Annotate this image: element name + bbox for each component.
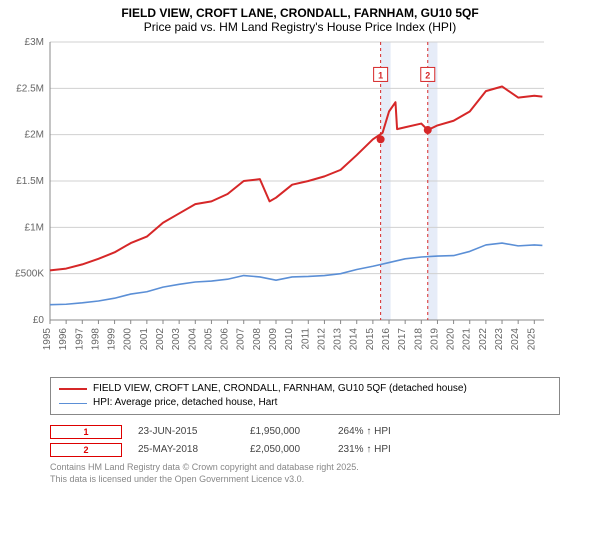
footer-note: Contains HM Land Registry data © Crown c… — [50, 461, 560, 485]
svg-text:2008: 2008 — [252, 328, 263, 351]
legend-row: HPI: Average price, detached house, Hart — [59, 396, 551, 410]
footer-line-1: Contains HM Land Registry data © Crown c… — [50, 461, 560, 473]
sale-row: 2 25-MAY-2018 £2,050,000 231% ↑ HPI — [50, 441, 560, 459]
svg-text:2000: 2000 — [123, 328, 134, 351]
svg-text:£1.5M: £1.5M — [16, 176, 44, 187]
svg-text:2013: 2013 — [333, 328, 344, 351]
svg-text:2024: 2024 — [510, 328, 521, 351]
svg-text:2: 2 — [425, 70, 430, 80]
chart-title-block: FIELD VIEW, CROFT LANE, CRONDALL, FARNHA… — [0, 0, 600, 36]
legend-label: HPI: Average price, detached house, Hart — [93, 396, 277, 410]
sale-marker: 1 — [50, 425, 122, 439]
sale-pct: 264% ↑ HPI — [338, 423, 428, 441]
svg-text:£500K: £500K — [15, 269, 44, 280]
line-chart-svg: £0 £500K £1M £1.5M £2M £2.5M £3M 1995 1996 1997 19… — [0, 36, 560, 366]
svg-text:2002: 2002 — [155, 328, 166, 351]
svg-text:2001: 2001 — [139, 328, 150, 351]
svg-text:1997: 1997 — [74, 328, 85, 351]
svg-text:1995: 1995 — [42, 328, 53, 351]
svg-text:2003: 2003 — [171, 328, 182, 351]
sale-price: £2,050,000 — [250, 441, 322, 459]
svg-text:2005: 2005 — [203, 328, 214, 351]
svg-text:2010: 2010 — [284, 328, 295, 351]
legend-label: FIELD VIEW, CROFT LANE, CRONDALL, FARNHA… — [93, 382, 467, 396]
svg-text:2006: 2006 — [220, 328, 231, 351]
svg-text:£0: £0 — [33, 315, 45, 326]
sale-price: £1,950,000 — [250, 423, 322, 441]
svg-text:£2M: £2M — [25, 130, 44, 141]
svg-text:2018: 2018 — [413, 328, 424, 351]
svg-text:£2.5M: £2.5M — [16, 83, 44, 94]
svg-text:1998: 1998 — [90, 328, 101, 351]
svg-text:2017: 2017 — [397, 328, 408, 351]
sale-marker: 2 — [50, 443, 122, 457]
legend-swatch — [59, 388, 87, 390]
sale-pct: 231% ↑ HPI — [338, 441, 428, 459]
svg-text:2016: 2016 — [381, 328, 392, 351]
chart-title: FIELD VIEW, CROFT LANE, CRONDALL, FARNHA… — [0, 6, 600, 20]
svg-text:2015: 2015 — [365, 328, 376, 351]
svg-text:2025: 2025 — [526, 328, 537, 351]
svg-text:2021: 2021 — [462, 328, 473, 351]
svg-text:£1M: £1M — [25, 222, 44, 233]
svg-text:2019: 2019 — [429, 328, 440, 351]
svg-text:2011: 2011 — [300, 328, 311, 350]
svg-text:2009: 2009 — [268, 328, 279, 351]
sale-date: 23-JUN-2015 — [138, 423, 234, 441]
chart-area: £0 £500K £1M £1.5M £2M £2.5M £3M 1995 1996 1997 19… — [0, 36, 600, 371]
chart-subtitle: Price paid vs. HM Land Registry's House … — [0, 20, 600, 34]
svg-text:2012: 2012 — [316, 328, 327, 351]
svg-text:2014: 2014 — [349, 328, 360, 351]
svg-text:2023: 2023 — [494, 328, 505, 351]
legend-box: FIELD VIEW, CROFT LANE, CRONDALL, FARNHA… — [50, 377, 560, 415]
svg-text:2007: 2007 — [236, 328, 247, 351]
footer-line-2: This data is licensed under the Open Gov… — [50, 473, 560, 485]
svg-text:1996: 1996 — [58, 328, 69, 351]
sale-date: 25-MAY-2018 — [138, 441, 234, 459]
svg-text:2020: 2020 — [446, 328, 457, 351]
sale-row: 1 23-JUN-2015 £1,950,000 264% ↑ HPI — [50, 423, 560, 441]
svg-text:1: 1 — [378, 70, 383, 80]
legend-row: FIELD VIEW, CROFT LANE, CRONDALL, FARNHA… — [59, 382, 551, 396]
legend-swatch — [59, 403, 87, 404]
svg-text:£3M: £3M — [25, 37, 44, 48]
svg-text:2022: 2022 — [478, 328, 489, 351]
svg-text:2004: 2004 — [187, 328, 198, 351]
sales-table: 1 23-JUN-2015 £1,950,000 264% ↑ HPI 2 25-MAY-… — [50, 423, 560, 459]
svg-text:1999: 1999 — [107, 328, 118, 351]
